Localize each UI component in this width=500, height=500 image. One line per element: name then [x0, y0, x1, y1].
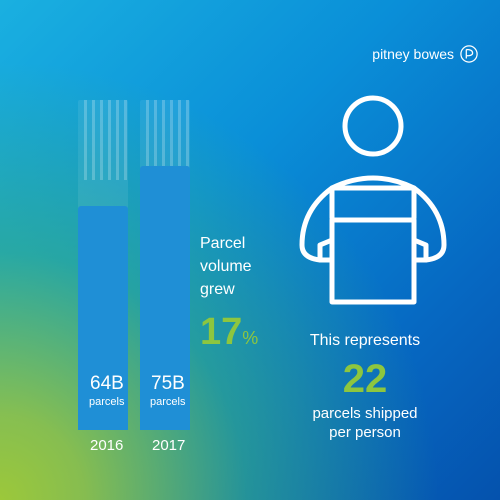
person-carrying-box-icon: [299, 95, 447, 305]
growth-value: 17%: [200, 312, 258, 358]
bar-unit-2017: parcels: [150, 396, 186, 408]
year-label-2017: 2017: [152, 437, 186, 454]
per-person-line-2: per person: [329, 424, 401, 441]
bar-value-2016: 64B: [90, 373, 124, 394]
growth-unit: %: [242, 328, 259, 348]
growth-line-2: volume: [200, 258, 252, 275]
bar-fill-2017: [140, 166, 190, 430]
represents-label: This represents: [309, 332, 421, 349]
year-label-2016: 2016: [90, 437, 124, 454]
brand-logo: pitney bowes: [372, 45, 478, 63]
bar-unit-2016: parcels: [89, 396, 125, 408]
growth-line-1: Parcel: [200, 235, 246, 252]
pitney-bowes-logo-icon: [460, 45, 478, 63]
brand-name: pitney bowes: [372, 46, 454, 62]
growth-line-3: grew: [200, 281, 235, 298]
growth-caption: Parcel volume grew: [200, 232, 280, 301]
growth-number: 17: [200, 311, 243, 353]
bar-value-2017: 75B: [151, 373, 185, 394]
per-person-value: 22: [342, 357, 388, 401]
bar-fill-2016: [78, 206, 128, 430]
bar-stripes-2017: [146, 100, 189, 180]
per-person-line-1: parcels shipped: [312, 405, 418, 422]
bar-stripes-2016: [84, 100, 127, 180]
per-person-caption: parcels shipped per person: [300, 404, 430, 442]
